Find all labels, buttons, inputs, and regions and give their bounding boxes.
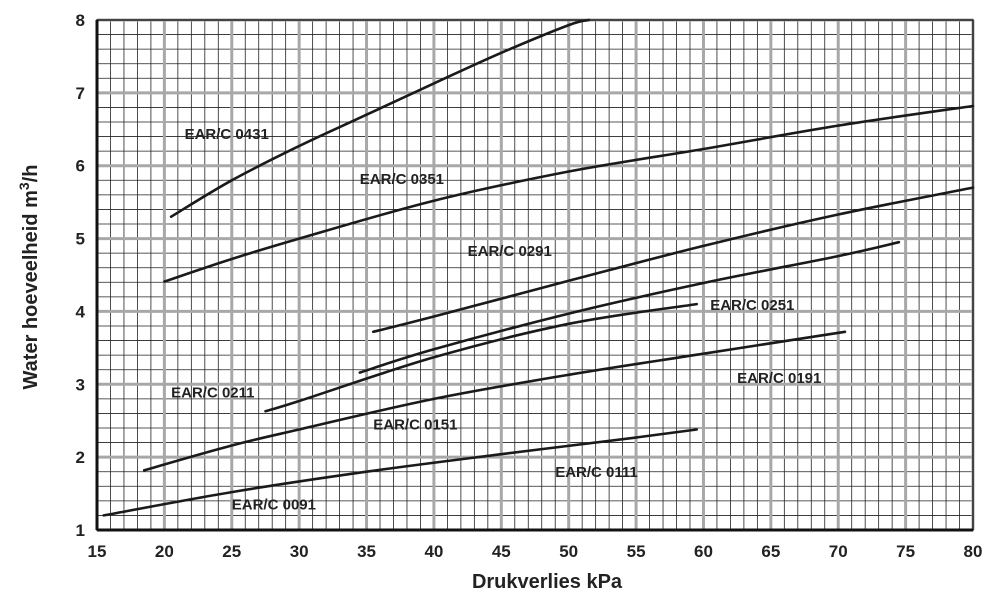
series-label-ear-c-0191: EAR/C 0191: [737, 370, 821, 387]
y-axis-title-sup: 3: [16, 182, 32, 190]
series-labels: EAR/C 0091 EAR/C 0111 EAR/C 0151 EAR/C 0191…: [171, 126, 821, 514]
series-line-ear-c-0431: [169, 18, 591, 218]
x-tick-label: 75: [896, 542, 915, 561]
x-tick-label: 45: [492, 542, 511, 561]
y-axis-title-tail: /h: [20, 165, 42, 183]
series-label-ear-c-0251: EAR/C 0251: [710, 297, 794, 314]
y-tick-label: 6: [76, 157, 85, 176]
y-axis-title: Water hoeveelheid m3/h: [16, 165, 42, 390]
series-line-ear-c-0351: [163, 104, 975, 283]
series-lines: [102, 18, 975, 517]
x-tick-label: 70: [829, 542, 848, 561]
x-tick-label: 20: [155, 542, 174, 561]
y-tick-label: 5: [76, 230, 85, 249]
x-tick-label: 15: [88, 542, 107, 561]
x-tick-label: 30: [290, 542, 309, 561]
series-label-ear-c-0431: EAR/C 0431: [185, 126, 269, 143]
series-label-ear-c-0351: EAR/C 0351: [360, 171, 444, 188]
x-axis-ticks: 15 20 25 30 35 40 45 50 55 60 65 70 75 80: [88, 542, 983, 561]
plot-frame: [95, 19, 974, 532]
x-axis-title: Drukverlies kPa: [472, 571, 623, 593]
series-line-ear-c-0251: [358, 240, 901, 374]
y-tick-label: 3: [76, 375, 85, 394]
y-tick-label: 1: [76, 521, 85, 540]
x-tick-label: 60: [694, 542, 713, 561]
series-label-ear-c-0291: EAR/C 0291: [468, 243, 552, 260]
series-line-ear-c-0211: [264, 302, 698, 413]
x-tick-label: 40: [424, 542, 443, 561]
y-tick-label: 2: [76, 448, 85, 467]
series-label-ear-c-0211: EAR/C 0211: [171, 384, 254, 401]
x-tick-label: 55: [627, 542, 646, 561]
y-tick-label: 7: [76, 84, 85, 103]
series-line-ear-c-0091: [102, 428, 698, 517]
x-tick-label: 35: [357, 542, 376, 561]
series-label-ear-c-0151: EAR/C 0151: [373, 416, 457, 433]
y-axis-title-main: Water hoeveelheid m: [20, 190, 42, 389]
series-line-ear-c-0151: [142, 330, 847, 472]
x-tick-label: 50: [559, 542, 578, 561]
series-label-ear-c-0091: EAR/C 0091: [232, 497, 316, 514]
x-tick-label: 65: [761, 542, 780, 561]
series-label-ear-c-0111: EAR/C 0111: [555, 464, 638, 481]
y-tick-label: 4: [76, 302, 86, 321]
x-tick-label: 25: [222, 542, 241, 561]
x-tick-label: 80: [964, 542, 983, 561]
y-tick-label: 8: [76, 11, 85, 30]
series-line-ear-c-0291: [372, 186, 975, 334]
y-axis-ticks: 1 2 3 4 5 6 7 8: [76, 11, 86, 540]
